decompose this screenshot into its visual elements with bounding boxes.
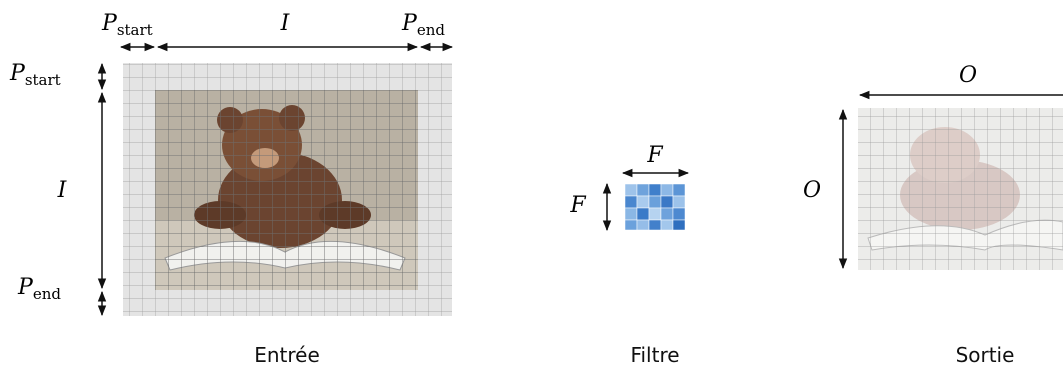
- label: I: [57, 178, 68, 203]
- input-image: [123, 63, 452, 316]
- label: Pstart: [9, 61, 61, 89]
- label: F: [646, 143, 663, 168]
- label: F: [569, 193, 586, 218]
- caption: Filtre: [630, 343, 679, 367]
- label: I: [280, 11, 291, 36]
- label: O: [803, 178, 821, 203]
- output-image: [858, 108, 1063, 270]
- filter-grid: [625, 184, 685, 230]
- label: O: [959, 63, 977, 88]
- caption: Entrée: [254, 343, 320, 367]
- label: Pend: [17, 275, 61, 303]
- label: Pstart: [101, 11, 153, 39]
- label: Pend: [401, 11, 445, 39]
- diagram: Pstart I Pend Pstart I Pend Entrée F F F…: [0, 0, 1063, 373]
- caption: Sortie: [956, 343, 1015, 367]
